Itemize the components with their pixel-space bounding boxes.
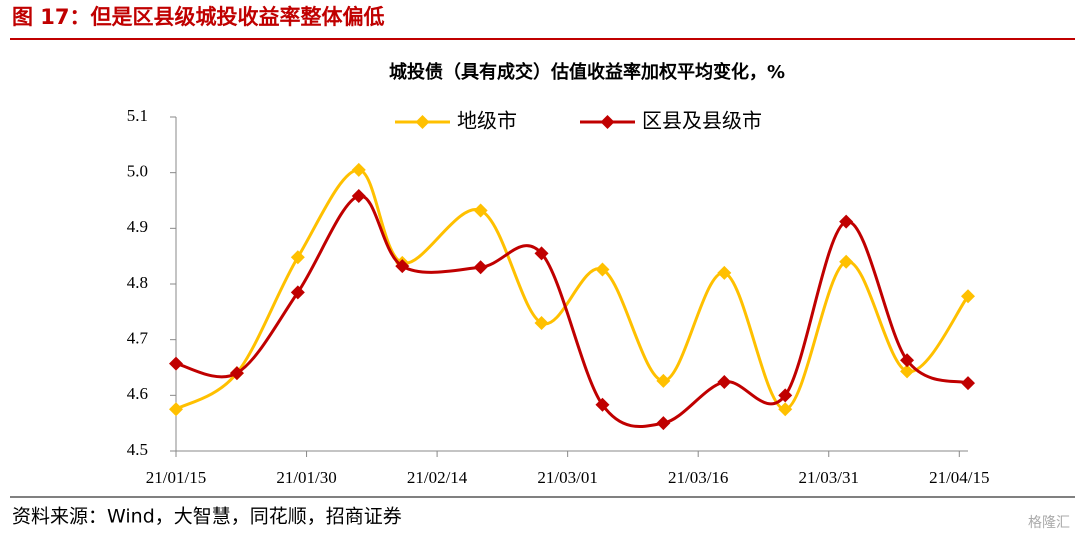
x-tick-label: 21/03/01 <box>537 468 597 487</box>
x-tick-label: 21/02/14 <box>407 468 468 487</box>
y-tick-label: 5.0 <box>127 162 148 181</box>
x-tick-label: 21/01/15 <box>146 468 206 487</box>
watermark: 格隆汇 <box>1028 515 1070 531</box>
point-marker <box>839 214 854 229</box>
point-marker <box>656 373 671 388</box>
point-marker <box>473 203 488 218</box>
point-marker <box>169 356 183 371</box>
point-marker <box>717 265 732 280</box>
point-marker <box>717 374 732 389</box>
x-tick-label: 21/04/15 <box>929 468 989 487</box>
point-marker <box>900 364 915 379</box>
legend-label: 区县及县级市 <box>642 109 762 133</box>
point-marker <box>595 262 610 277</box>
point-marker <box>900 353 915 368</box>
y-tick-label: 4.7 <box>127 329 149 348</box>
point-marker <box>656 416 671 431</box>
y-tick-label: 5.1 <box>127 106 148 125</box>
y-tick-label: 4.5 <box>127 440 148 459</box>
point-marker <box>595 397 610 412</box>
point-marker <box>534 315 549 330</box>
point-marker <box>961 376 975 391</box>
point-marker <box>229 366 244 381</box>
point-marker <box>290 285 305 300</box>
point-marker <box>351 189 366 204</box>
x-tick-label: 21/01/30 <box>276 468 336 487</box>
series-line <box>175 194 969 428</box>
point-marker <box>961 289 975 304</box>
point-marker <box>395 259 410 274</box>
source-note: 资料来源：Wind，大智慧，同花顺，招商证券 <box>12 506 402 528</box>
point-marker <box>778 402 793 417</box>
figure-header: 图 17：但是区县级城投收益率整体偏低 <box>12 5 385 29</box>
legend-label: 地级市 <box>457 109 517 133</box>
y-tick-label: 4.8 <box>127 273 148 292</box>
x-tick-label: 21/03/16 <box>668 468 728 487</box>
point-marker <box>351 162 366 177</box>
y-tick-label: 4.9 <box>127 217 148 236</box>
legend-marker <box>415 115 430 129</box>
chart-title: 城投债（具有成交）估值收益率加权平均变化，% <box>389 61 785 83</box>
legend-marker <box>600 115 615 129</box>
point-marker <box>473 260 488 275</box>
point-marker <box>169 402 183 417</box>
y-tick-label: 4.6 <box>127 384 148 403</box>
point-marker <box>839 254 854 269</box>
point-marker <box>534 246 549 261</box>
point-marker <box>778 388 793 403</box>
x-tick-label: 21/03/31 <box>799 468 859 487</box>
point-marker <box>290 250 305 265</box>
